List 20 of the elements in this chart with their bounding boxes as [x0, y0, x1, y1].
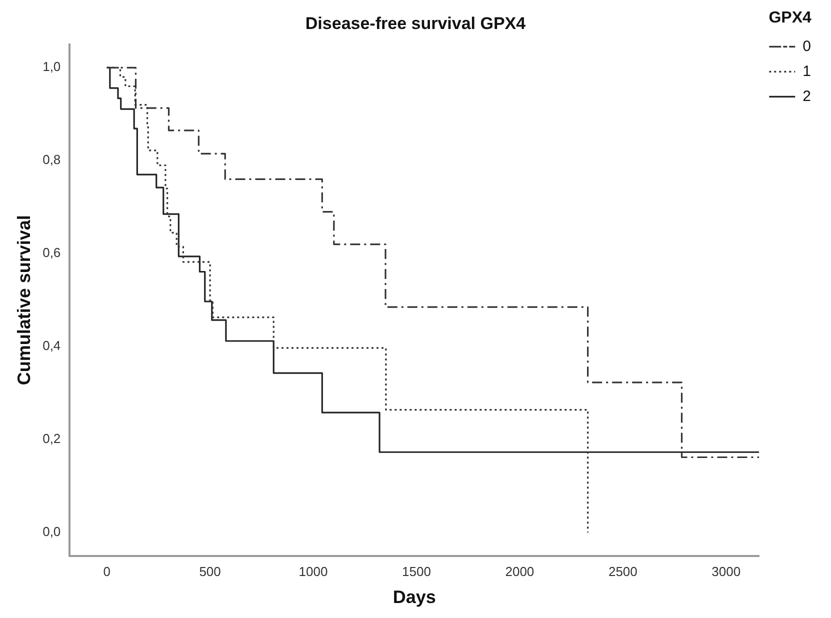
x-tick-label: 2000 — [505, 564, 534, 580]
x-tick-label: 3000 — [712, 564, 741, 580]
chart-title: Disease-free survival GPX4 — [305, 14, 526, 33]
x-tick-label: 500 — [199, 564, 221, 580]
y-tick-label: 1,0 — [42, 59, 61, 74]
x-tick-label: 1000 — [298, 564, 328, 580]
legend-label: 1 — [802, 62, 811, 80]
x-tick-label: 1500 — [402, 564, 431, 580]
y-tick-label: 0,6 — [42, 245, 61, 260]
x-tick-label: 2500 — [608, 564, 638, 580]
legend-title: GPX4 — [768, 9, 812, 26]
legend-label: 2 — [802, 88, 811, 105]
y-tick-label: 0,8 — [42, 152, 61, 168]
y-axis-title: Cumulative survival — [14, 215, 34, 386]
x-axis-title: Days — [392, 587, 436, 608]
y-tick-label: 0,4 — [42, 338, 61, 354]
y-tick-label: 0,0 — [42, 524, 61, 540]
y-tick-label: 0,2 — [42, 431, 61, 446]
x-tick-label: 0 — [103, 564, 110, 580]
legend-label: 0 — [802, 38, 811, 55]
